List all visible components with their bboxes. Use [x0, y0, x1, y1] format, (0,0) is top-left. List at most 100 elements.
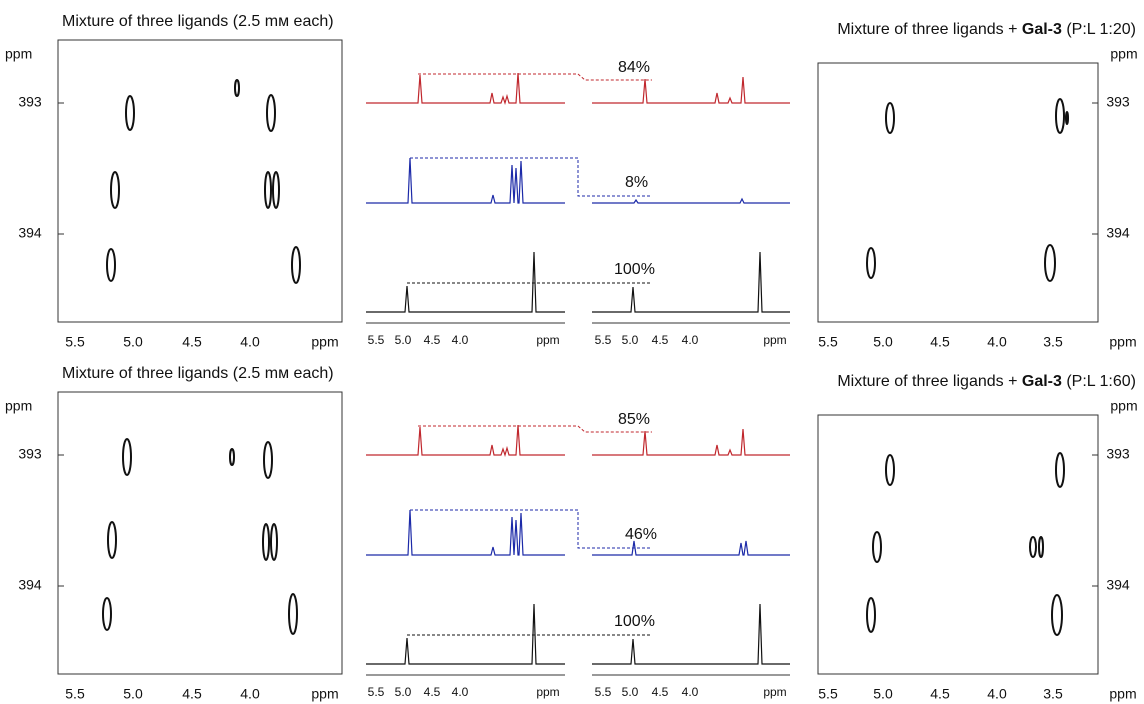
x-tick-label: ppm — [536, 333, 559, 347]
spectrum — [366, 72, 565, 106]
x-tick-label: 5.0 — [123, 686, 143, 702]
spectrum — [592, 428, 790, 456]
x-tick-label: 5.5 — [595, 333, 612, 347]
contour — [885, 102, 895, 134]
x-tick-label: 5.0 — [622, 333, 639, 347]
x-tick-label: 5.0 — [395, 333, 412, 347]
guide-line — [418, 73, 652, 81]
y-tick-label: 393 — [18, 94, 42, 110]
spectrum — [592, 197, 790, 204]
x-tick-label: 4.0 — [452, 685, 469, 699]
x-tick-label: 5.5 — [818, 686, 838, 702]
guide-line — [410, 157, 652, 197]
x-tick-label: 5.5 — [368, 685, 385, 699]
x-tick-label: ppm — [536, 685, 559, 699]
x-tick-label: 4.0 — [987, 334, 1007, 350]
contour — [110, 171, 120, 209]
plot-frame — [817, 62, 1099, 323]
x-tick-label: 4.5 — [424, 685, 441, 699]
plot-frame — [57, 391, 343, 675]
x-tick-label: 4.5 — [930, 334, 950, 350]
contour — [264, 171, 272, 209]
percent-label: 8% — [625, 174, 648, 191]
x-tick-label: 5.0 — [873, 686, 893, 702]
x-tick-label: 5.5 — [65, 334, 85, 350]
panel-title: Mixture of three ligands + Gal-3 (P:L 1:… — [837, 373, 1136, 390]
x-tick-label: ppm — [1109, 686, 1136, 702]
x-tick-label: ppm — [763, 333, 786, 347]
spectrum — [366, 603, 565, 665]
axis-unit: ppm — [1110, 398, 1137, 414]
x-tick-label: ppm — [763, 685, 786, 699]
title-text: Mixture of three ligands + — [837, 21, 1022, 38]
x-tick-label: 4.0 — [452, 333, 469, 347]
x-tick-label: 4.5 — [652, 333, 669, 347]
contour — [1038, 536, 1044, 558]
x-tick-label: 4.5 — [930, 686, 950, 702]
x-tick-label: 3.5 — [1043, 334, 1063, 350]
y-tick-label: 394 — [1106, 225, 1130, 241]
x-tick-label: 4.0 — [240, 334, 260, 350]
contour — [125, 95, 135, 131]
contour — [885, 454, 895, 486]
y-tick-label: 393 — [1106, 94, 1130, 110]
contour — [107, 521, 117, 559]
plot-frame — [57, 39, 343, 323]
title-text: (P:L 1:60) — [1062, 373, 1136, 390]
spectrum — [366, 424, 565, 458]
percent-label: 46% — [625, 526, 657, 543]
y-tick-label: 394 — [18, 577, 42, 593]
percent-label: 84% — [618, 59, 650, 76]
x-tick-label: 5.0 — [873, 334, 893, 350]
contour — [262, 523, 270, 561]
x-tick-label: ppm — [311, 686, 338, 702]
contour — [872, 531, 882, 563]
panel-title: Mixture of three ligands (2.5 mᴍ each) — [62, 365, 334, 382]
x-tick-label: 5.5 — [595, 685, 612, 699]
spectrum — [592, 251, 790, 313]
contour — [102, 597, 112, 631]
panel-title: Mixture of three ligands (2.5 mᴍ each) — [62, 13, 334, 30]
percent-label: 100% — [614, 261, 655, 278]
x-tick-label: ppm — [1109, 334, 1136, 350]
contour — [1051, 594, 1063, 636]
x-tick-label: 3.5 — [1043, 686, 1063, 702]
x-tick-label: 5.0 — [395, 685, 412, 699]
contour — [272, 171, 280, 209]
contour — [266, 94, 276, 132]
contour — [291, 246, 301, 284]
spectrum — [366, 157, 565, 204]
x-tick-label: 4.5 — [182, 686, 202, 702]
contour — [106, 248, 116, 282]
percent-label: 85% — [618, 411, 650, 428]
spectrum — [592, 540, 790, 556]
x-tick-label: 5.0 — [622, 685, 639, 699]
x-tick-label: 4.0 — [682, 333, 699, 347]
contour — [1055, 98, 1065, 134]
contour — [270, 523, 278, 561]
contour — [1029, 536, 1037, 558]
spectrum — [592, 603, 790, 665]
x-tick-label: 4.5 — [182, 334, 202, 350]
x-tick-label: 5.5 — [368, 333, 385, 347]
x-tick-label: 4.5 — [424, 333, 441, 347]
x-tick-label: 4.0 — [987, 686, 1007, 702]
title-bold: Gal-3 — [1022, 373, 1062, 390]
x-tick-label: 4.5 — [652, 685, 669, 699]
percent-label: 100% — [614, 613, 655, 630]
axis-unit: ppm — [5, 398, 32, 414]
contour — [1055, 452, 1065, 488]
contour — [866, 597, 876, 633]
title-text: (P:L 1:20) — [1062, 21, 1136, 38]
y-tick-label: 394 — [18, 225, 42, 241]
x-tick-label: 5.5 — [818, 334, 838, 350]
y-tick-label: 394 — [1106, 577, 1130, 593]
contour — [234, 79, 240, 97]
title-bold: Gal-3 — [1022, 21, 1062, 38]
contour — [866, 247, 876, 279]
spectrum — [592, 76, 790, 104]
contour — [122, 438, 132, 476]
x-tick-label: ppm — [311, 334, 338, 350]
contour — [263, 441, 273, 479]
guide-line — [410, 509, 652, 549]
